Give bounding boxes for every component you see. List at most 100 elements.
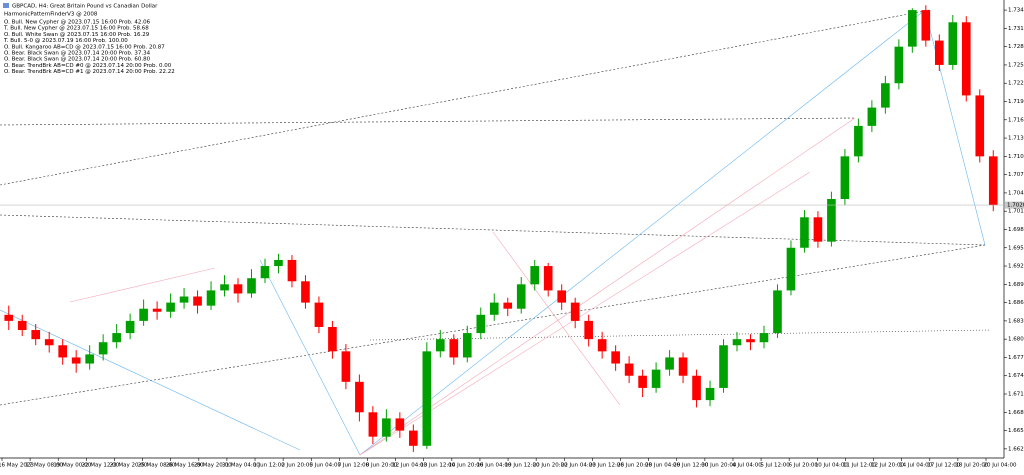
x-tick-label: 13 Jun 12:00 xyxy=(420,463,455,469)
candle-body xyxy=(85,354,94,364)
x-tick-label: 19 May 00:00 xyxy=(53,463,91,469)
symbol-icon xyxy=(3,3,9,8)
x-tick-label: 16 Jun 04:00 xyxy=(476,463,511,469)
candle-body xyxy=(220,284,229,291)
chart-title: GBPCAD, H4: Great Britain Pound vs Canad… xyxy=(12,4,158,10)
y-tick-label: 1.70700 xyxy=(1008,172,1024,178)
candle-body xyxy=(854,125,863,157)
candle-body xyxy=(584,320,593,340)
candle-body xyxy=(260,266,270,279)
y-tick-label: 1.68900 xyxy=(1008,282,1024,288)
x-tick-label: 29 Jun 12:00 xyxy=(673,463,708,469)
pattern-line xyxy=(359,117,856,456)
x-tick-label: 22 Jun 04:00 xyxy=(561,463,596,469)
x-tick-label: 20 Jun 20:00 xyxy=(533,463,568,469)
y-tick-label: 1.66800 xyxy=(1008,410,1024,416)
x-tick-label: 5 Jun 04:00 xyxy=(310,463,342,469)
y-tick-label: 1.71300 xyxy=(1008,136,1024,142)
x-tick-label: 14 Jul 04:00 xyxy=(899,463,932,469)
x-tick-label: 31 May 04:00 xyxy=(222,463,260,469)
candle-body xyxy=(139,308,148,321)
candle-body xyxy=(17,320,27,331)
pattern-line xyxy=(369,329,991,341)
x-tick-label: 26 May 16:00 xyxy=(166,463,204,469)
current-price-box xyxy=(1005,201,1024,209)
x-tick-label: 10 Jul 04:00 xyxy=(815,463,848,469)
candle-body xyxy=(206,290,216,306)
candle-body xyxy=(152,308,162,312)
candle-body xyxy=(462,333,472,358)
info-line: O. Bull. New Cypher @ 2023.07.15 16:00 P… xyxy=(4,20,151,26)
pattern-lines xyxy=(0,9,991,456)
info-line: T. Bull. 5-0 @ 2023.07.19 16:00 Prob. 10… xyxy=(3,38,128,44)
pattern-line xyxy=(259,259,361,456)
x-tick-label: 26 Jun 20:00 xyxy=(617,463,652,469)
candle-body xyxy=(800,217,809,248)
pattern-line xyxy=(0,117,856,126)
candle-body xyxy=(948,22,958,65)
candle-body xyxy=(71,357,81,364)
x-tick-label: 8 Jun 20:00 xyxy=(366,463,398,469)
pattern-line xyxy=(492,231,621,406)
candle-body xyxy=(44,339,54,346)
candle-body xyxy=(112,333,121,343)
x-tick-label: 1 Jun 12:00 xyxy=(253,463,285,469)
info-line: O. Bear. TrendBrk AB=CD #0 @ 2023.07.14 … xyxy=(4,63,172,69)
x-tick-label: 17 May 08:00 xyxy=(25,463,63,469)
candle-body xyxy=(449,339,459,358)
y-tick-label: 1.72800 xyxy=(1008,44,1024,50)
x-tick-label: 23 Jun 12:00 xyxy=(589,463,624,469)
x-tick-label: 19 Jun 12:00 xyxy=(505,463,540,469)
candle-body xyxy=(611,351,620,364)
y-tick-label: 1.69200 xyxy=(1008,264,1024,270)
candle-body xyxy=(813,217,823,242)
y-tick-label: 1.72200 xyxy=(1008,81,1024,87)
candle-body xyxy=(422,351,432,446)
x-tick-label: 4 Jul 04:00 xyxy=(732,463,762,469)
candle-body xyxy=(503,302,513,309)
candle-body xyxy=(287,259,297,282)
candle-body xyxy=(988,156,998,206)
candle-body xyxy=(786,247,796,291)
candle-body xyxy=(746,339,755,343)
info-line: O. Bear. Black Swan @ 2023.07.14 20:00 P… xyxy=(4,51,151,57)
candle-body xyxy=(58,345,68,358)
x-tick-label: 17 Jul 12:00 xyxy=(927,463,960,469)
candle-body xyxy=(301,281,310,303)
candle-body xyxy=(516,284,526,309)
candle-body xyxy=(665,357,674,370)
candle-body xyxy=(867,107,877,126)
candle-body xyxy=(827,199,836,242)
x-tick-label: 5 Jul 12:00 xyxy=(760,463,790,469)
candle-body xyxy=(125,320,135,334)
x-tick-label: 14 Jun 20:00 xyxy=(448,463,483,469)
candle-body xyxy=(274,259,283,267)
candle-body xyxy=(355,381,364,413)
candle-body xyxy=(233,284,243,294)
candle-body xyxy=(193,296,202,306)
candle-body xyxy=(368,412,378,437)
candle-body xyxy=(678,357,688,376)
x-tick-label: 30 Jun 20:00 xyxy=(701,463,736,469)
candle-body xyxy=(166,302,175,312)
candle-body xyxy=(692,375,701,401)
y-tick-label: 1.68600 xyxy=(1008,300,1024,306)
candle-body xyxy=(773,290,782,334)
candle-body xyxy=(179,296,189,303)
candle-body xyxy=(597,339,607,352)
candle-body xyxy=(570,302,580,321)
x-tick-label: 16 May 2023 xyxy=(0,463,34,469)
x-tick-label: 22 May 12:00 xyxy=(81,463,119,469)
info-panel: GBPCAD, H4: Great Britain Pound vs Canad… xyxy=(3,3,175,75)
pattern-line xyxy=(359,171,811,456)
candle-body xyxy=(476,314,486,334)
pattern-line xyxy=(69,267,216,303)
x-tick-label: 7 Jun 12:00 xyxy=(338,463,370,469)
candle-body xyxy=(881,83,890,108)
candle-body xyxy=(961,22,971,96)
y-tick-label: 1.66200 xyxy=(1008,446,1024,452)
candle-body xyxy=(409,430,418,446)
y-tick-label: 1.68000 xyxy=(1008,337,1024,343)
